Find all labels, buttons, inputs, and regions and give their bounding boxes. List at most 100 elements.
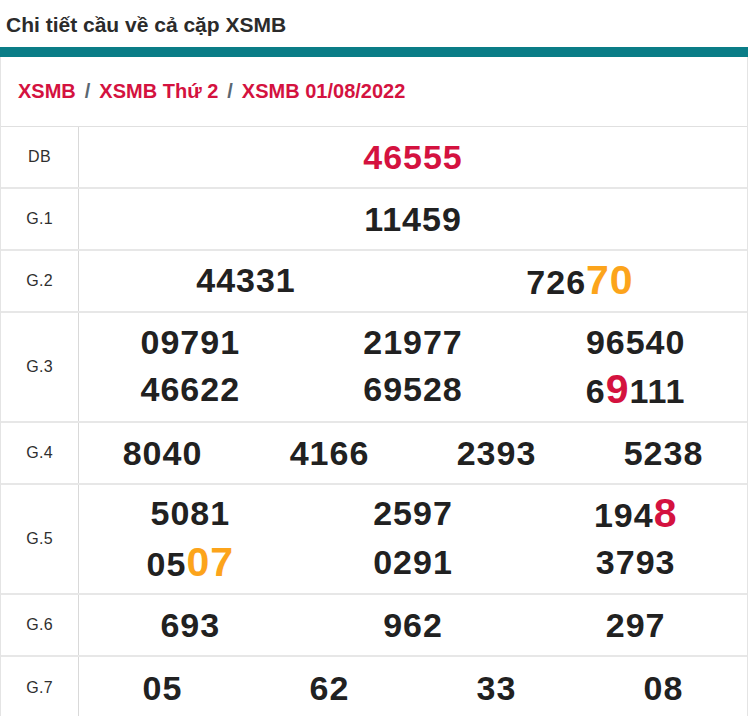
prize-number: 62 <box>246 665 413 712</box>
breadcrumb-separator: / <box>227 80 233 103</box>
digits: 8040 <box>123 434 203 472</box>
prize-label: G.1 <box>1 189 79 249</box>
highlighted-digits: 9 <box>606 366 630 412</box>
prize-number: 5081 <box>79 490 302 539</box>
digits: 33 <box>477 669 517 707</box>
prize-number: 72670 <box>413 257 747 306</box>
digits: 194 <box>594 496 654 534</box>
prize-values: 46555 <box>79 127 747 187</box>
value-line: 09791 21977 96540 <box>79 319 747 366</box>
digits: 21977 <box>363 323 463 361</box>
prize-label: DB <box>1 127 79 187</box>
prize-number: 3793 <box>524 539 747 588</box>
breadcrumb-link[interactable]: XSMB <box>18 80 76 103</box>
prize-row-g1: G.1 11459 <box>1 189 747 251</box>
prize-number: 8040 <box>79 430 246 477</box>
digits: 05 <box>147 545 187 583</box>
prize-number: 0507 <box>79 539 302 588</box>
prize-number: 2597 <box>302 490 525 539</box>
page-title: Chi tiết cầu về cả cặp XSMB <box>0 0 748 47</box>
breadcrumb-link[interactable]: XSMB 01/08/2022 <box>242 80 405 103</box>
prize-values: 05 62 33 08 <box>79 657 747 716</box>
prize-label: G.5 <box>1 485 79 593</box>
prize-values: 5081 2597 1948 0507 0291 3793 <box>79 485 747 593</box>
accent-bar <box>0 47 748 57</box>
value-line: 11459 <box>79 196 747 243</box>
prize-label: G.7 <box>1 657 79 716</box>
prize-label: G.4 <box>1 423 79 483</box>
prize-row-g5: G.5 5081 2597 1948 0507 0291 3793 <box>1 485 747 595</box>
digits: 46622 <box>141 370 241 408</box>
prize-number: 46622 <box>79 366 302 415</box>
digits: 0291 <box>373 543 453 581</box>
prize-number: 5238 <box>580 430 747 477</box>
digits: 297 <box>606 606 666 644</box>
digits: 69528 <box>363 370 463 408</box>
prize-number: 69111 <box>524 366 747 415</box>
value-line: 46555 <box>79 134 747 181</box>
value-line: 05 62 33 08 <box>79 665 747 712</box>
value-line: 0507 0291 3793 <box>79 539 747 588</box>
digits: 3793 <box>596 543 676 581</box>
prize-row-g3: G.3 09791 21977 96540 46622 69528 69111 <box>1 313 747 423</box>
prize-number: 05 <box>79 665 246 712</box>
prize-number: 1948 <box>524 490 747 539</box>
highlighted-digits: 07 <box>186 539 234 585</box>
digits: 08 <box>644 669 684 707</box>
prize-number: 11459 <box>79 196 747 243</box>
digits: 693 <box>160 606 220 644</box>
digits: 96540 <box>586 323 686 361</box>
prize-values: 8040 4166 2393 5238 <box>79 423 747 483</box>
digits: 6 <box>586 372 606 410</box>
result-panel: XSMB / XSMB Thứ 2 / XSMB 01/08/2022 DB 46555 G… <box>0 57 748 716</box>
breadcrumb-separator: / <box>85 80 91 103</box>
digits: 4166 <box>290 434 370 472</box>
prize-values: 09791 21977 96540 46622 69528 69111 <box>79 313 747 421</box>
prize-number: 693 <box>79 602 302 649</box>
prize-label: G.2 <box>1 251 79 311</box>
prize-number: 09791 <box>79 319 302 366</box>
prize-number: 297 <box>524 602 747 649</box>
value-line: 8040 4166 2393 5238 <box>79 430 747 477</box>
digits: 726 <box>526 263 586 301</box>
prize-number: 69528 <box>302 366 525 415</box>
breadcrumb: XSMB / XSMB Thứ 2 / XSMB 01/08/2022 <box>1 57 747 127</box>
prize-number: 4166 <box>246 430 413 477</box>
digits: 5238 <box>624 434 704 472</box>
highlighted-digits: 46555 <box>363 138 463 176</box>
prize-values: 693 962 297 <box>79 595 747 655</box>
value-line: 693 962 297 <box>79 602 747 649</box>
prize-label: G.6 <box>1 595 79 655</box>
digits: 2393 <box>457 434 537 472</box>
prize-row-g4: G.4 8040 4166 2393 5238 <box>1 423 747 485</box>
digits: 44331 <box>196 261 296 299</box>
digits: 111 <box>630 372 686 410</box>
prize-number: 44331 <box>79 257 413 306</box>
prize-number: 96540 <box>524 319 747 366</box>
prize-values: 11459 <box>79 189 747 249</box>
value-line: 5081 2597 1948 <box>79 490 747 539</box>
prize-number: 08 <box>580 665 747 712</box>
value-line: 44331 72670 <box>79 257 747 306</box>
prize-number: 962 <box>302 602 525 649</box>
digits: 09791 <box>141 323 241 361</box>
page: { "page_title": "Chi tiết cầu về cả cặp … <box>0 0 748 716</box>
prize-values: 44331 72670 <box>79 251 747 311</box>
prize-row-g2: G.2 44331 72670 <box>1 251 747 313</box>
digits: 11459 <box>364 200 462 238</box>
digits: 05 <box>143 669 183 707</box>
highlighted-digits: 8 <box>654 490 678 536</box>
prize-number: 46555 <box>79 134 747 181</box>
prize-row-db: DB 46555 <box>1 127 747 189</box>
highlighted-digits: 70 <box>586 257 634 303</box>
digits: 962 <box>383 606 443 644</box>
digits: 62 <box>310 669 350 707</box>
value-line: 46622 69528 69111 <box>79 366 747 415</box>
prize-number: 2393 <box>413 430 580 477</box>
breadcrumb-link[interactable]: XSMB Thứ 2 <box>99 80 218 103</box>
prize-table: DB 46555 G.1 11459 G.2 44331 72670 G.3 09791 2197… <box>1 127 747 716</box>
digits: 2597 <box>373 494 453 532</box>
prize-label: G.3 <box>1 313 79 421</box>
prize-row-g6: G.6 693 962 297 <box>1 595 747 657</box>
digits: 5081 <box>151 494 231 532</box>
